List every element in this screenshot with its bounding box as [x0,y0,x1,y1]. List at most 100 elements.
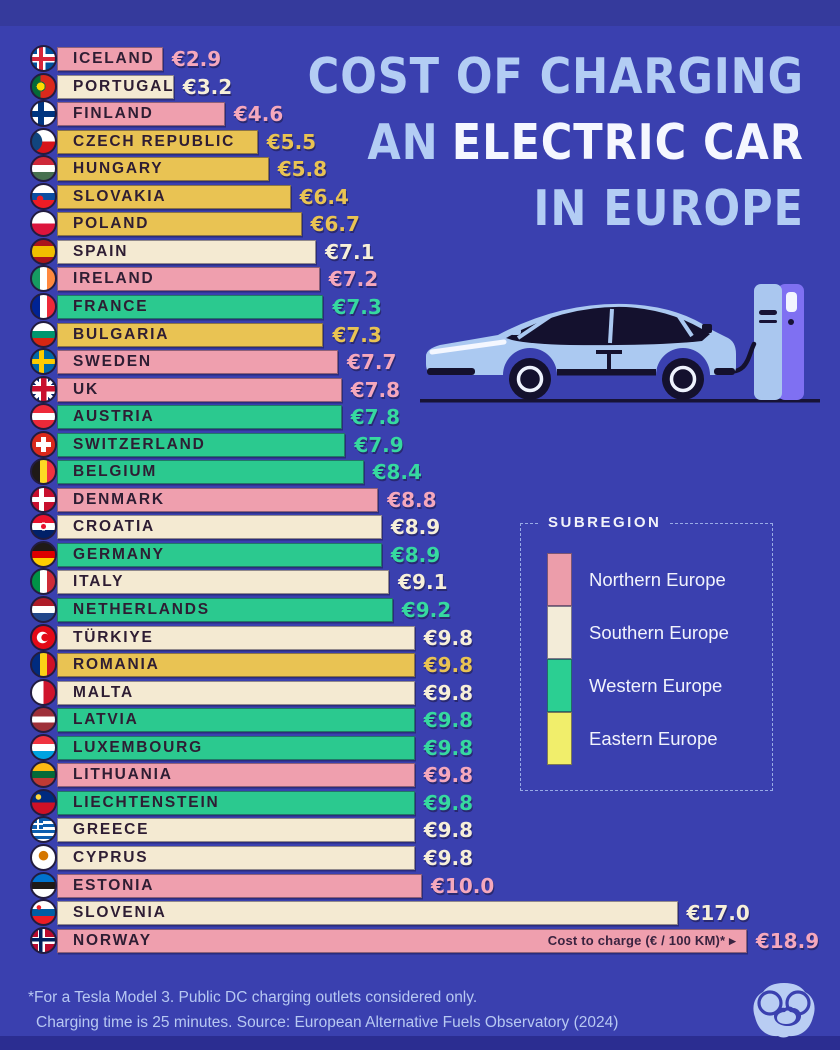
western-europe-swatch [547,659,572,712]
value-label: €18.9 [755,928,820,953]
footnote: *For a Tesla Model 3. Public DC charging… [28,985,618,1035]
country-label: Ireland [73,270,155,288]
value-label: €9.8 [423,818,474,843]
uk-flag-icon [30,375,57,403]
latvia-bar: Latvia [57,708,415,733]
ev-charger-icon [754,284,804,400]
bulgaria-flag-icon [30,320,57,348]
northern-europe-swatch [547,553,572,606]
value-label: €9.8 [423,653,474,678]
footnote-line-2: Charging time is 25 minutes. Source: Eur… [36,1014,619,1031]
germany-flag-icon [30,540,57,568]
country-label: Slovakia [73,187,167,205]
value-label: €9.8 [423,680,474,705]
france-bar: France [57,294,324,319]
country-label: Türkiye [73,628,154,646]
romania-flag-icon [30,651,57,679]
country-label: Liechtenstein [73,793,220,811]
footnote-line-1: *For a Tesla Model 3. Public DC charging… [28,989,478,1006]
ireland-flag-icon [30,265,57,293]
country-label: Austria [73,408,155,426]
value-label: €9.8 [423,763,474,788]
title-line-2: AN ELECTRIC CAR [308,110,804,176]
country-label: Luxembourg [73,738,203,756]
country-label: Greece [73,821,150,839]
value-label: €8.9 [390,542,441,567]
country-label: Italy [73,573,125,591]
estonia-flag-icon [30,871,57,899]
legend: SUBREGION Northern Europe Southern Europ… [520,514,773,791]
luxembourg-bar: Luxembourg [57,735,415,760]
value-label: €7.1 [325,239,375,264]
czech-republic-bar: Czech Republic [57,129,258,154]
legend-title: SUBREGION [539,514,671,531]
finland-flag-icon [30,100,57,128]
country-label: Estonia [73,876,155,894]
value-label: €10.0 [431,873,495,898]
country-label: Iceland [73,50,155,67]
sweden-flag-icon [30,348,57,376]
top-border-band [0,0,840,26]
spain-bar: Spain [57,239,317,264]
country-label: Spain [73,242,129,260]
country-label: Hungary [73,160,164,178]
cyprus-flag-icon [30,843,57,871]
italy-bar: Italy [57,570,390,595]
value-label: €7.8 [350,405,401,430]
liechtenstein-flag-icon [30,788,57,816]
country-label: Bulgaria [73,325,170,343]
netherlands-bar: Netherlands [57,598,393,622]
country-label: Netherlands [73,601,210,618]
italy-flag-icon [30,568,57,596]
country-label: Belgium [73,463,158,481]
value-label: €17.0 [686,901,750,926]
poster-title: COST OF CHARGING AN ELECTRIC CAR IN EUROP… [240,44,804,242]
voronoi-logo [750,982,818,1043]
title-line-3: IN EUROPE [533,180,804,237]
latvia-flag-icon [30,706,57,734]
ireland-bar: Ireland [57,267,320,292]
poland-bar: Poland [57,212,302,237]
estonia-bar: Estonia [57,873,422,898]
slovenia-flag-icon [30,899,57,927]
legend-item-northern: Northern Europe [547,553,729,606]
value-label: €9.8 [423,735,474,760]
belgium-flag-icon [30,458,57,486]
country-label: Switzerland [73,435,206,453]
france-flag-icon [30,292,57,320]
title-line-2-emphasis: ELECTRIC CAR [451,114,804,171]
value-label: €9.8 [423,708,474,733]
country-label: Poland [73,215,150,233]
country-label: Romania [73,656,160,674]
legend-item-southern: Southern Europe [547,606,729,659]
malta-bar: Malta [57,680,415,705]
greece-flag-icon [30,816,57,844]
legend-item-western: Western Europe [547,659,729,712]
norway-bar: Norway Cost to charge (€ / 100 KM)* ▸ [57,928,747,953]
switzerland-flag-icon [30,430,57,458]
bulgaria-bar: Bulgaria [57,322,324,347]
value-label: €8.9 [390,515,441,540]
car-charging-graphic [420,284,820,403]
value-label: €5.5 [266,129,317,154]
country-label: Croatia [73,518,156,536]
hungary-flag-icon [30,155,57,183]
southern-europe-swatch [547,606,572,659]
liechtenstein-bar: Liechtenstein [57,790,415,815]
country-label: Slovenia [73,904,167,922]
value-label: €4.6 [233,102,284,127]
country-label: Germany [73,545,165,563]
netherlands-flag-icon [30,596,57,623]
value-label: €7.7 [347,350,397,375]
country-label: Sweden [73,353,152,371]
romania-bar: Romania [57,653,415,678]
slovakia-flag-icon [30,182,57,210]
country-label: Cyprus [73,848,149,866]
country-label: Czech Republic [73,132,236,150]
country-label: Latvia [73,711,139,729]
value-label: €9.8 [423,845,474,870]
title-line-1: COST OF CHARGING [307,48,804,105]
austria-bar: Austria [57,405,342,430]
value-label: €7.9 [354,432,404,457]
slovakia-bar: Slovakia [57,184,291,209]
